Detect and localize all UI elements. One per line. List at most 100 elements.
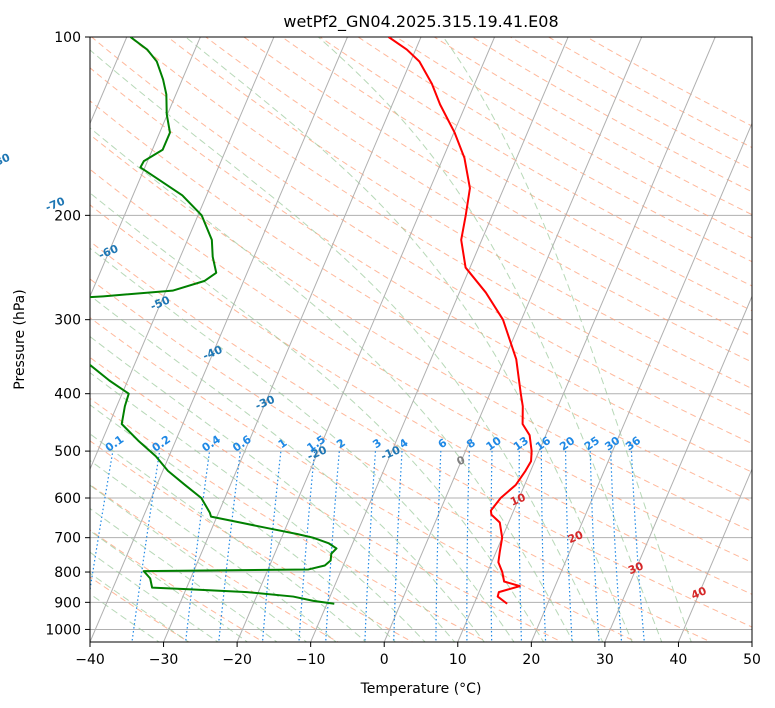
dewpoint-profile-line [90,37,338,605]
y-tick-label: 900 [54,595,81,611]
mixing-ratio-line [364,451,377,642]
x-tick-label: 50 [743,652,761,668]
moist-adiabat [90,127,574,642]
mixing-ratio-line [540,451,547,642]
y-tick-label: 600 [54,491,81,507]
mixing-ratio-label: 10 [484,434,504,454]
moist-adiabat [90,404,397,642]
moist-adiabat [318,37,663,642]
isotherm-line [677,467,752,642]
x-tick-label: 20 [522,652,540,668]
moist-adiabat [442,37,692,642]
moist-adiabat [90,530,249,642]
mixing-ratio-line [393,451,403,642]
moist-adiabat [90,551,219,642]
isotherm-label: -60 [97,242,121,262]
mixing-ratio-line [466,451,470,642]
dry-adiabat [90,356,563,642]
x-tick-label: −20 [222,652,252,668]
moist-adiabat [90,459,337,642]
dry-adiabat [395,37,752,239]
x-tick-label: 30 [596,652,614,668]
dry-adiabat [90,100,752,503]
dry-adiabat [90,278,713,642]
dry-adiabat [90,397,489,642]
mixing-ratio-line [298,451,316,642]
dry-adiabat [90,576,190,642]
mixing-ratio-label: 13 [511,434,531,453]
isotherm-label: -80 [0,151,12,171]
moist-adiabat [90,507,278,642]
y-tick-label: 100 [54,30,81,46]
dry-adiabat [357,37,752,263]
moist-adiabat [90,192,545,642]
mixing-ratio-line [90,450,114,594]
isotherm-label: 40 [689,584,708,602]
mixing-ratio-line [610,451,623,642]
mixing-ratio-line [218,451,241,642]
isotherm-label: 10 [508,491,527,509]
moist-adiabat [90,484,308,642]
isotherm-label: 20 [566,528,585,546]
dry-adiabat [585,37,752,127]
isotherm-line [236,37,496,642]
moist-adiabat [90,433,367,642]
y-tick-label: 300 [54,313,81,329]
y-tick-label: 500 [54,444,81,460]
isotherm-line [457,37,716,642]
x-tick-label: 0 [380,652,389,668]
dry-adiabat [90,240,752,628]
isotherm-line [90,37,275,471]
x-tick-label: −30 [149,652,179,668]
y-tick-label: 200 [54,208,81,224]
dry-adiabat [90,134,752,533]
y-tick-label: 1000 [45,622,81,638]
y-axis-title: Pressure (hPa) [12,289,28,389]
mixing-ratio-line [589,451,600,642]
moist-adiabat [90,247,515,642]
dry-adiabat [90,440,414,642]
y-tick-label: 700 [54,531,81,547]
isotherm-line [310,37,569,642]
x-tick-label: 10 [449,652,467,668]
isotherm-line [90,37,201,298]
dry-adiabat [90,37,752,445]
x-tick-label: 40 [670,652,688,668]
moist-adiabat [90,372,426,642]
isotherm-line [163,37,422,642]
mixing-ratio-label: 16 [533,434,553,454]
dry-adiabat [90,484,339,642]
mixing-ratio-line [564,451,573,642]
mixing-ratio-line [325,451,340,642]
isotherm-line [530,122,752,642]
profiles [90,37,533,605]
isotherm-line [90,37,348,642]
dry-adiabat [243,37,752,337]
isotherm-line [383,37,643,642]
mixing-ratio-label: 1 [276,436,290,451]
dry-adiabat [90,529,265,642]
plot-frame [89,36,753,643]
chart-title: wetPf2_GN04.2025.315.19.41.E08 [283,12,558,32]
x-axis-title: Temperature (°C) [360,681,482,697]
isotherm-label: -40 [201,343,225,363]
y-tick-label: 800 [54,565,81,581]
dry-adiabat [90,204,752,595]
mixing-ratio-label: 2 [334,436,348,451]
x-tick-label: −40 [75,652,105,668]
y-tick-label: 400 [54,387,81,403]
moist-adiabat [90,572,190,642]
temperature-profile-line [388,37,533,605]
moist-adiabat [90,335,456,642]
background-lines [90,37,752,642]
mixing-ratio-line [435,451,442,642]
mixing-ratio-line [630,451,645,642]
moist-adiabat [90,49,604,642]
mixing-ratio-line [261,451,282,642]
dry-adiabat [509,37,752,171]
isotherm-line [604,295,752,642]
x-tick-label: −10 [296,652,326,668]
mixing-ratio-line [185,451,211,642]
dry-adiabat [205,37,752,363]
